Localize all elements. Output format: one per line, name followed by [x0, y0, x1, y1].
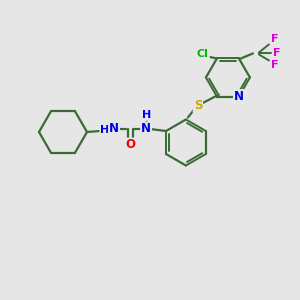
- Text: S: S: [194, 99, 202, 112]
- Text: N: N: [234, 90, 244, 103]
- Text: O: O: [125, 139, 135, 152]
- Text: N: N: [109, 122, 119, 136]
- Text: F: F: [271, 60, 279, 70]
- Text: Cl: Cl: [197, 50, 209, 59]
- Text: F: F: [271, 34, 279, 44]
- Text: N: N: [141, 122, 151, 136]
- Text: F: F: [273, 48, 281, 59]
- Text: H: H: [142, 110, 152, 120]
- Text: H: H: [100, 125, 109, 135]
